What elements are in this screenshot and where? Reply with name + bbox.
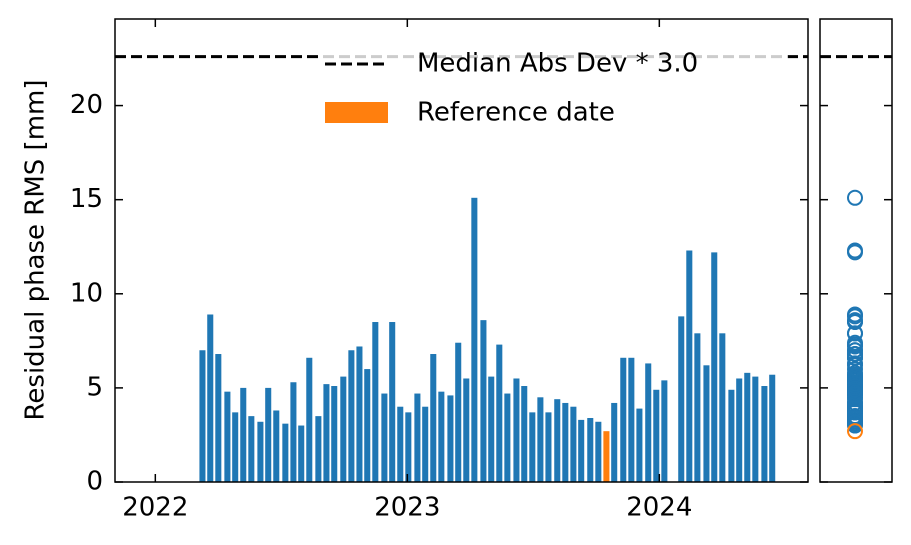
- bar: [389, 322, 396, 482]
- bar: [273, 410, 280, 482]
- y-tick-label: 0: [86, 467, 103, 497]
- plot-frame: [114, 18, 809, 483]
- bar: [661, 380, 668, 482]
- bar: [728, 389, 735, 482]
- bar: [620, 357, 627, 482]
- side-marker: [847, 400, 863, 417]
- bar: [736, 378, 743, 482]
- y-axis-label: Residual phase RMS [mm]: [21, 80, 51, 421]
- y-tick-label: 10: [70, 278, 103, 308]
- bar: [703, 365, 710, 482]
- bar: [471, 197, 478, 482]
- bar: [529, 412, 536, 482]
- bar: [611, 402, 618, 482]
- y-tick-label: 20: [70, 90, 103, 120]
- bar: [761, 386, 768, 482]
- x-tick-label: 2023: [374, 493, 440, 523]
- bar: [215, 354, 222, 482]
- bar: [405, 412, 412, 482]
- x-tick-label: 2022: [122, 493, 188, 523]
- bar: [694, 333, 701, 482]
- side-marker: [847, 366, 863, 383]
- bar: [364, 369, 371, 482]
- bar: [372, 322, 379, 482]
- bar: [719, 333, 726, 482]
- bar: [422, 406, 429, 482]
- bar: [480, 320, 487, 482]
- side-marker: [847, 378, 863, 395]
- bar: [587, 418, 594, 482]
- bar: [562, 402, 569, 482]
- legend-swatch: [325, 102, 388, 123]
- bar: [711, 252, 718, 482]
- bar: [744, 372, 751, 482]
- side-marker: [847, 308, 863, 325]
- bar: [224, 391, 231, 482]
- side-frame: [819, 18, 893, 483]
- bar: [595, 421, 602, 482]
- side-marker: [847, 189, 863, 206]
- bar: [686, 250, 693, 482]
- bar: [232, 412, 239, 482]
- reference-bar: [603, 431, 610, 482]
- bar: [578, 419, 585, 482]
- bar: [653, 389, 660, 482]
- bar: [348, 350, 355, 482]
- bar: [257, 421, 264, 482]
- bar: [455, 342, 462, 482]
- bar: [488, 376, 495, 482]
- bar: [678, 316, 685, 482]
- bar: [381, 393, 388, 482]
- bar: [199, 350, 206, 482]
- bar: [447, 395, 454, 482]
- side-marker: [847, 325, 863, 342]
- bar: [356, 346, 363, 482]
- bar: [315, 416, 322, 482]
- bar: [463, 378, 470, 482]
- bar: [397, 406, 404, 482]
- bar: [521, 386, 528, 482]
- bar: [306, 357, 313, 482]
- bar: [504, 393, 511, 482]
- bar: [290, 382, 297, 482]
- bar: [298, 425, 305, 482]
- bar: [331, 386, 338, 482]
- bar: [545, 412, 552, 482]
- bar: [414, 393, 421, 482]
- legend-label: Median Abs Dev * 3.0: [417, 49, 698, 79]
- side-marker: [847, 244, 863, 261]
- bar: [265, 387, 272, 482]
- bar: [636, 408, 643, 482]
- bar: [554, 399, 561, 482]
- bar: [645, 363, 652, 482]
- bar: [282, 423, 289, 482]
- legend-bg: [318, 40, 788, 135]
- bar: [752, 376, 759, 482]
- bar: [207, 314, 214, 482]
- bar: [537, 397, 544, 482]
- y-tick-label: 5: [86, 372, 103, 402]
- side-reference-marker: [847, 423, 863, 440]
- legend-label: Reference date: [417, 98, 615, 128]
- bar: [438, 391, 445, 482]
- y-tick-label: 15: [70, 184, 103, 214]
- bar: [248, 416, 255, 482]
- bar: [769, 374, 776, 482]
- bar: [323, 384, 330, 482]
- bar: [628, 357, 635, 482]
- side-marker: [847, 349, 863, 366]
- x-tick-label: 2024: [626, 493, 692, 523]
- bar: [496, 344, 503, 482]
- bar: [240, 387, 247, 482]
- bar: [513, 378, 520, 482]
- bar: [570, 406, 577, 482]
- bar: [340, 376, 347, 482]
- bar: [430, 354, 437, 482]
